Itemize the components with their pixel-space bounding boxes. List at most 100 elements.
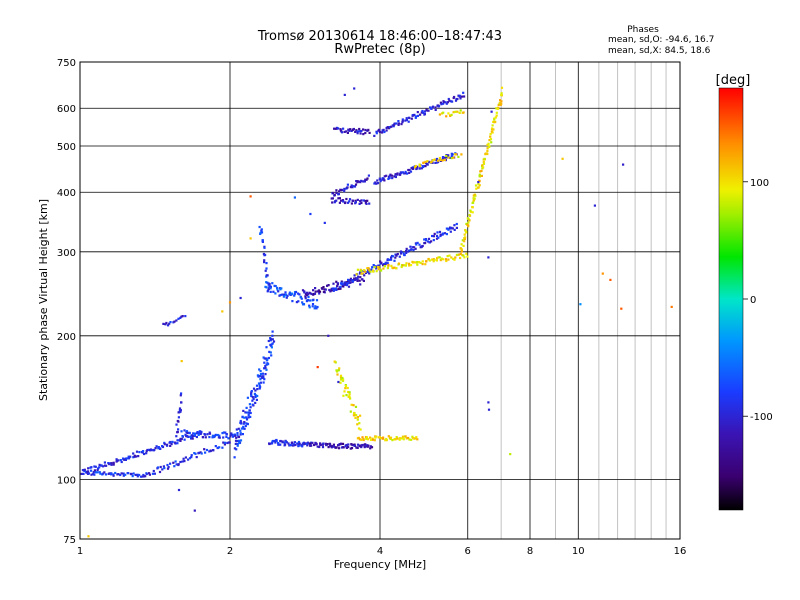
- data-point: [192, 432, 195, 435]
- data-point: [426, 163, 429, 166]
- data-point: [488, 145, 491, 148]
- data-point: [156, 466, 160, 469]
- data-point: [347, 285, 351, 288]
- data-point: [264, 364, 267, 368]
- data-point: [445, 259, 448, 263]
- data-point: [262, 381, 265, 384]
- data-point: [315, 307, 318, 310]
- data-point: [386, 258, 389, 261]
- data-point: [197, 433, 200, 436]
- data-point: [110, 462, 113, 465]
- data-point: [373, 439, 376, 442]
- data-point: [161, 468, 164, 471]
- data-point: [196, 431, 199, 434]
- data-point: [306, 444, 309, 447]
- data-point: [94, 465, 97, 468]
- data-point: [364, 443, 367, 446]
- data-point: [281, 293, 284, 296]
- data-point: [402, 252, 405, 255]
- data-point: [370, 268, 373, 271]
- data-point: [290, 292, 293, 295]
- data-point: [316, 305, 319, 309]
- y-axis-label: Stationary phase Virtual Height [km]: [37, 199, 50, 401]
- data-point: [261, 240, 264, 243]
- data-point: [146, 448, 149, 452]
- data-point: [436, 231, 439, 234]
- data-point: [359, 200, 362, 203]
- data-point: [436, 257, 439, 260]
- data-point: [451, 100, 454, 103]
- data-point: [355, 180, 358, 183]
- data-point: [177, 488, 181, 492]
- data-point: [163, 443, 166, 446]
- y-tick-label: 75: [63, 535, 76, 546]
- data-point: [340, 280, 343, 283]
- data-point: [356, 418, 359, 421]
- data-point: [233, 433, 237, 436]
- data-point: [367, 444, 370, 447]
- data-point: [133, 454, 136, 457]
- data-point: [204, 451, 207, 454]
- data-point: [479, 170, 482, 173]
- data-point: [354, 130, 357, 133]
- data-point: [380, 261, 383, 264]
- data-point: [397, 123, 400, 126]
- data-point: [460, 243, 463, 246]
- data-point: [312, 298, 315, 301]
- data-point: [266, 281, 269, 284]
- data-point: [415, 167, 418, 171]
- data-point: [127, 455, 130, 458]
- data-point: [355, 273, 358, 276]
- data-point: [258, 387, 261, 390]
- data-point: [83, 468, 86, 472]
- data-point: [388, 176, 391, 180]
- data-point: [333, 194, 336, 197]
- data-point: [415, 243, 418, 246]
- data-point: [373, 266, 376, 269]
- data-point: [384, 261, 387, 264]
- data-point: [413, 246, 416, 249]
- data-point: [489, 133, 492, 136]
- data-point: [395, 436, 398, 439]
- data-point: [198, 430, 201, 433]
- data-point: [449, 230, 452, 233]
- data-point: [408, 171, 411, 174]
- data-point: [441, 156, 445, 159]
- data-point: [338, 201, 341, 204]
- data-point: [460, 248, 463, 251]
- data-point: [258, 375, 261, 378]
- data-point: [309, 442, 312, 445]
- data-point: [449, 114, 452, 117]
- data-point: [329, 443, 332, 446]
- data-point: [302, 303, 306, 306]
- data-point: [377, 268, 380, 271]
- data-point: [405, 251, 408, 254]
- data-point: [163, 467, 166, 470]
- data-point: [390, 264, 393, 267]
- data-point: [447, 112, 450, 115]
- data-point: [445, 227, 448, 230]
- data-point: [127, 472, 130, 475]
- data-point: [263, 378, 266, 381]
- data-point: [446, 255, 449, 258]
- data-point: [362, 128, 365, 131]
- data-point: [98, 463, 101, 466]
- data-point: [364, 199, 367, 203]
- data-point: [351, 279, 354, 282]
- data-point: [193, 452, 196, 455]
- data-point: [456, 97, 459, 101]
- data-point: [117, 459, 120, 462]
- data-point: [93, 469, 96, 472]
- data-point: [258, 225, 261, 229]
- data-point: [290, 444, 293, 447]
- data-point: [347, 282, 350, 285]
- data-point: [492, 128, 495, 131]
- data-point: [385, 174, 388, 177]
- data-point: [343, 201, 347, 205]
- data-point: [221, 432, 224, 435]
- data-point: [218, 436, 221, 439]
- data-point: [391, 439, 394, 442]
- data-point: [390, 174, 393, 177]
- data-point: [447, 154, 450, 157]
- data-point: [446, 101, 450, 104]
